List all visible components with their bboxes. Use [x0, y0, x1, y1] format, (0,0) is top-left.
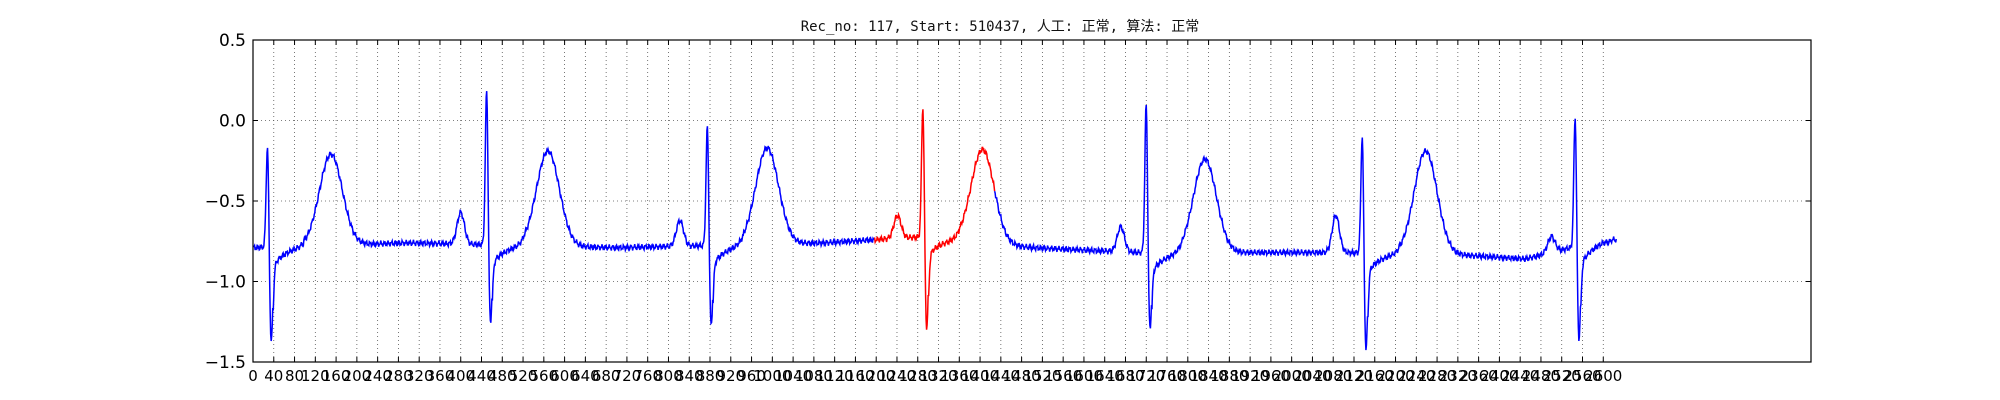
x-tick-label: 2600: [1584, 367, 1622, 385]
chart-title: Rec_no: 117, Start: 510437, 人工: 正常, 算法: …: [801, 19, 1200, 35]
x-tick-label: 440: [467, 367, 496, 385]
y-axis: 0.5 0.0 −0.5 −1.0 −1.5: [205, 31, 1811, 373]
x-tick-label: 880: [696, 367, 725, 385]
x-tick-label: 1960: [1252, 367, 1290, 385]
x-tick-label: 1800: [1169, 367, 1207, 385]
x-tick-label: 2480: [1522, 367, 1560, 385]
series-group: [252, 91, 1617, 351]
x-tick-label: 1680: [1106, 367, 1144, 385]
x-tick-label: 1040: [774, 367, 812, 385]
x-tick-label: 1920: [1231, 367, 1269, 385]
x-tick-label: 1640: [1086, 367, 1124, 385]
x-tick-label: 1480: [1003, 367, 1041, 385]
x-tick-label: 2560: [1563, 367, 1601, 385]
x-tick-label: 2400: [1480, 367, 1518, 385]
x-tick-label: 1080: [795, 367, 833, 385]
x-tick-label: 1720: [1127, 367, 1165, 385]
x-tick-label: 920: [716, 367, 745, 385]
y-tick-label: −1.0: [205, 273, 246, 293]
x-tick-label: 1400: [961, 367, 999, 385]
x-axis: 0 40 8012016020024028032036040044048052056…: [248, 40, 1622, 385]
x-tick-label: 680: [592, 367, 621, 385]
x-tick-label: 800: [654, 367, 683, 385]
x-tick-label: 2360: [1460, 367, 1498, 385]
x-tick-label: 400: [446, 367, 475, 385]
x-tick-label: 2000: [1273, 367, 1311, 385]
ecg-trace-blue: [993, 105, 1617, 351]
x-tick-label: 40: [264, 367, 283, 385]
x-tick-label: 2440: [1501, 367, 1539, 385]
x-tick-label: 1000: [753, 367, 791, 385]
x-tick-label: 840: [675, 367, 704, 385]
x-tick-label: 2280: [1418, 367, 1456, 385]
x-tick-label: 1160: [836, 367, 874, 385]
x-tick-label: 280: [384, 367, 413, 385]
x-tick-label: 2120: [1335, 367, 1373, 385]
x-tick-label: 2320: [1439, 367, 1477, 385]
x-tick-label: 320: [405, 367, 434, 385]
y-tick-label: 0.5: [219, 31, 246, 51]
x-tick-label: 1840: [1189, 367, 1227, 385]
ecg-trace-red: [873, 109, 996, 330]
x-tick-label: 0: [248, 367, 258, 385]
x-tick-label: 80: [285, 367, 304, 385]
x-tick-label: 1520: [1023, 367, 1061, 385]
x-tick-label: 1200: [857, 367, 895, 385]
x-tick-label: 480: [488, 367, 517, 385]
x-tick-label: 520: [509, 367, 538, 385]
x-tick-label: 2040: [1293, 367, 1331, 385]
x-tick-label: 1560: [1044, 367, 1082, 385]
x-tick-label: 720: [613, 367, 642, 385]
x-tick-label: 1280: [899, 367, 937, 385]
x-tick-label: 1760: [1148, 367, 1186, 385]
x-tick-label: 760: [633, 367, 662, 385]
ecg-trace-blue: [252, 91, 875, 342]
x-tick-label: 1320: [919, 367, 957, 385]
x-tick-label: 600: [550, 367, 579, 385]
x-tick-label: 1440: [982, 367, 1020, 385]
x-tick-label: 1600: [1065, 367, 1103, 385]
x-tick-label: 240: [363, 367, 392, 385]
x-tick-label: 160: [322, 367, 351, 385]
x-tick-label: 1240: [878, 367, 916, 385]
y-tick-label: 0.0: [219, 112, 246, 132]
x-tick-label: 360: [426, 367, 455, 385]
x-tick-label: 2200: [1376, 367, 1414, 385]
x-tick-label: 560: [530, 367, 559, 385]
x-tick-label: 120: [301, 367, 330, 385]
x-tick-label: 2160: [1356, 367, 1394, 385]
y-tick-label: −1.5: [205, 353, 246, 373]
x-tick-label: 1120: [816, 367, 854, 385]
x-tick-label: 640: [571, 367, 600, 385]
x-tick-label: 1360: [940, 367, 978, 385]
x-tick-label: 2520: [1543, 367, 1581, 385]
x-tick-label: 2080: [1314, 367, 1352, 385]
x-tick-label: 1880: [1210, 367, 1248, 385]
x-tick-label: 200: [343, 367, 372, 385]
x-tick-label: 2240: [1397, 367, 1435, 385]
x-tick-label: 960: [737, 367, 766, 385]
y-tick-label: −0.5: [205, 192, 246, 212]
grid-lines: [252, 39, 1811, 363]
